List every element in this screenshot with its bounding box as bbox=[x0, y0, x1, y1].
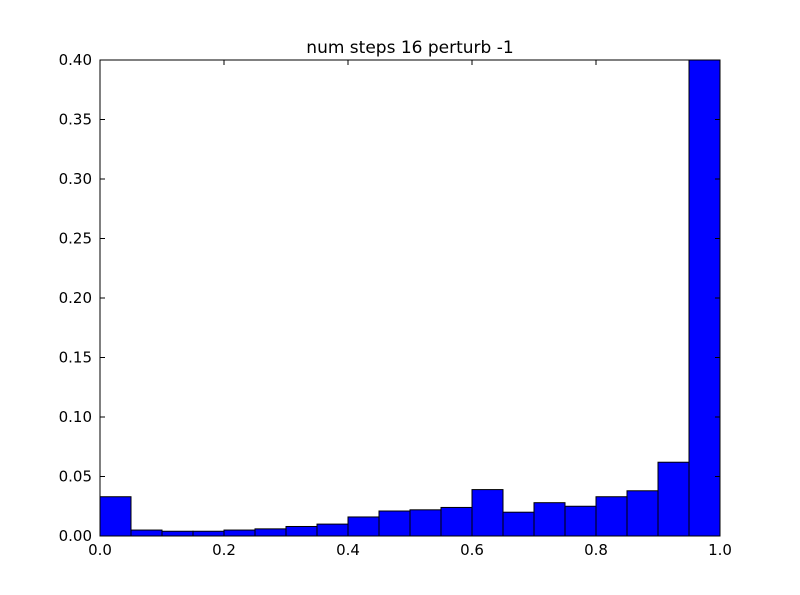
histogram-bar bbox=[347, 516, 380, 537]
histogram-bar bbox=[378, 510, 411, 537]
y-tick-label: 0.00 bbox=[59, 527, 92, 545]
histogram-bar bbox=[657, 461, 690, 537]
bars-layer bbox=[99, 59, 721, 537]
plot-frame bbox=[99, 59, 721, 537]
y-tick-label: 0.40 bbox=[59, 51, 92, 69]
y-tick-label: 0.10 bbox=[59, 408, 92, 426]
x-tick-label: 0.6 bbox=[460, 541, 484, 559]
histogram-bar bbox=[223, 529, 256, 537]
histogram-bar bbox=[688, 59, 721, 537]
histogram-bar bbox=[595, 496, 628, 537]
histogram-bar bbox=[440, 506, 473, 537]
histogram-bar bbox=[502, 511, 535, 537]
histogram-bar bbox=[285, 525, 318, 537]
histogram-bar bbox=[533, 502, 566, 537]
y-tick-label: 0.25 bbox=[59, 230, 92, 248]
x-tick-label: 0.0 bbox=[88, 541, 112, 559]
histogram-bar bbox=[192, 530, 225, 537]
x-tick-label: 0.4 bbox=[336, 541, 360, 559]
x-tick-label: 0.2 bbox=[212, 541, 236, 559]
histogram-bar bbox=[626, 490, 659, 537]
histogram-bar bbox=[564, 505, 597, 537]
y-tick-label: 0.20 bbox=[59, 289, 92, 307]
y-tick-label: 0.15 bbox=[59, 349, 92, 367]
ticks-layer: 0.0 0.2 0.4 0.6 0.8 1.0 0.00 0.05 0.10 0.15 0.20 0.… bbox=[59, 51, 732, 559]
histogram-bar bbox=[409, 509, 442, 537]
x-tick-label: 0.8 bbox=[584, 541, 608, 559]
y-tick-label: 0.05 bbox=[59, 468, 92, 486]
histogram-bar bbox=[130, 529, 163, 537]
y-tick-label: 0.35 bbox=[59, 111, 92, 129]
chart-title: num steps 16 perturb -1 bbox=[306, 38, 513, 58]
histogram-bar bbox=[99, 496, 132, 537]
histogram-bar bbox=[316, 523, 349, 537]
y-tick-label: 0.30 bbox=[59, 170, 92, 188]
histogram-bar bbox=[161, 530, 194, 537]
histogram-bar bbox=[254, 528, 287, 537]
histogram-bar bbox=[471, 489, 504, 537]
x-tick-label: 1.0 bbox=[708, 541, 732, 559]
